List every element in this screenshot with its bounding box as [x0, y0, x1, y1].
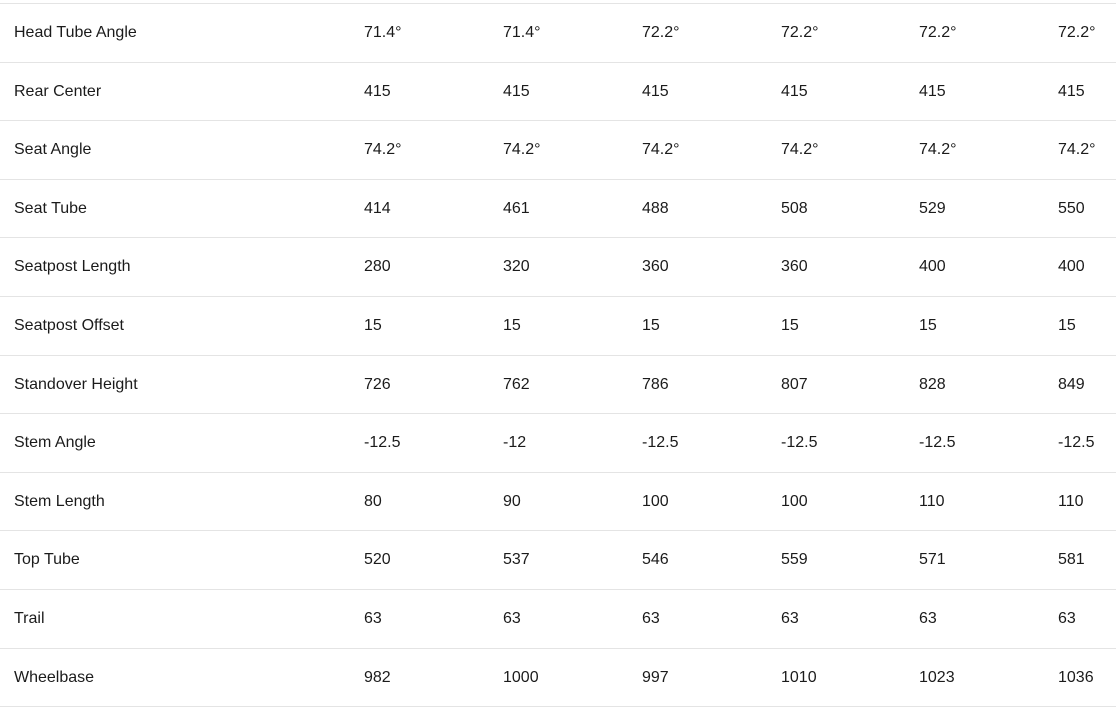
table-row: Seat Angle 74.2° 74.2° 74.2° 74.2° 74.2° 74.2° [0, 121, 1116, 180]
size-value: 15 [1058, 316, 1076, 334]
size-value: 71.4° [503, 24, 541, 41]
row-label: Seat Angle [14, 141, 92, 159]
size-value: 415 [1058, 82, 1085, 100]
size-value: 461 [503, 199, 530, 217]
row-label: Head Tube Angle [14, 24, 137, 41]
size-value: -12 [503, 434, 527, 452]
geometry-table: Head Tube Angle 71.4° 71.4° 72.2° 72.2° 72.2°… [0, 3, 1116, 708]
table-row: Trail 63 63 63 63 63 63 [0, 590, 1116, 649]
size-value: -12.5 [642, 434, 679, 452]
size-value: 72.2° [781, 24, 819, 41]
size-value: 400 [1058, 258, 1085, 276]
size-value: 1036 [1058, 668, 1094, 686]
size-value: 415 [919, 82, 946, 100]
size-value: 100 [781, 492, 808, 510]
table-row: Seatpost Offset 15 15 15 15 15 15 [0, 297, 1116, 356]
row-label: Top Tube [14, 551, 80, 569]
size-value: 100 [642, 492, 669, 510]
size-value: 400 [919, 258, 946, 276]
size-value: 80 [364, 492, 382, 510]
size-value: 488 [642, 199, 669, 217]
size-value: 414 [364, 199, 391, 217]
row-label: Wheelbase [14, 668, 95, 686]
size-value: 807 [781, 375, 808, 393]
size-value: 63 [781, 609, 799, 627]
size-value: 15 [781, 316, 799, 334]
row-label: Trail [14, 609, 45, 627]
table-row: Seat Tube 414 461 488 508 529 550 [0, 180, 1116, 239]
size-value: 415 [781, 82, 808, 100]
row-label: Stem Angle [14, 434, 96, 452]
size-value: 360 [781, 258, 808, 276]
size-value: 997 [642, 668, 669, 686]
size-value: 1000 [503, 668, 539, 686]
table-row: Rear Center 415 415 415 415 415 415 [0, 63, 1116, 122]
size-value: 571 [919, 551, 946, 569]
size-value: 72.2° [1058, 24, 1096, 41]
size-value: -12.5 [1058, 434, 1095, 452]
size-value: 74.2° [919, 141, 957, 159]
table-row: Stem Length 80 90 100 100 110 110 [0, 473, 1116, 532]
size-value: 110 [919, 492, 945, 510]
size-value: 71.4° [364, 24, 402, 41]
row-label: Seatpost Offset [14, 316, 124, 334]
row-label: Seat Tube [14, 199, 87, 217]
size-value: 72.2° [919, 24, 957, 41]
size-value: 786 [642, 375, 669, 393]
size-value: 520 [364, 551, 391, 569]
size-value: 1010 [781, 668, 817, 686]
row-label: Standover Height [14, 375, 138, 393]
size-value: 360 [642, 258, 669, 276]
table-row: Top Tube 520 537 546 559 571 581 [0, 531, 1116, 590]
size-value: 74.2° [1058, 141, 1096, 159]
size-value: 415 [503, 82, 530, 100]
size-value: 74.2° [642, 141, 680, 159]
size-value: 74.2° [503, 141, 541, 159]
size-value: 508 [781, 199, 808, 217]
row-label: Stem Length [14, 492, 105, 510]
size-value: 110 [1058, 492, 1084, 510]
size-value: 726 [364, 375, 391, 393]
table-row: Wheelbase 982 1000 997 1010 1023 1036 [0, 649, 1116, 708]
size-value: 828 [919, 375, 946, 393]
size-value: -12.5 [364, 434, 401, 452]
size-value: 90 [503, 492, 521, 510]
table-row: Standover Height 726 762 786 807 828 849 [0, 356, 1116, 415]
size-value: 537 [503, 551, 530, 569]
table-row: Stem Angle -12.5 -12 -12.5 -12.5 -12.5 -12.5 [0, 414, 1116, 473]
size-value: 280 [364, 258, 391, 276]
row-label: Rear Center [14, 82, 102, 100]
size-value: 982 [364, 668, 391, 686]
size-value: 559 [781, 551, 808, 569]
size-value: 1023 [919, 668, 955, 686]
size-value: 581 [1058, 551, 1085, 569]
size-value: 15 [503, 316, 521, 334]
size-value: 415 [642, 82, 669, 100]
size-value: 15 [642, 316, 660, 334]
size-value: 529 [919, 199, 946, 217]
table-row: Head Tube Angle 71.4° 71.4° 72.2° 72.2° 72.2°… [0, 4, 1116, 63]
size-value: -12.5 [919, 434, 956, 452]
size-value: 320 [503, 258, 530, 276]
size-value: 15 [919, 316, 937, 334]
row-label: Seatpost Length [14, 258, 131, 276]
size-value: 63 [642, 609, 660, 627]
size-value: 74.2° [364, 141, 402, 159]
size-value: 63 [364, 609, 382, 627]
size-value: 546 [642, 551, 669, 569]
size-value: 63 [1058, 609, 1076, 627]
size-value: 15 [364, 316, 382, 334]
size-value: 415 [364, 82, 391, 100]
table-row: Seatpost Length 280 320 360 360 400 400 [0, 238, 1116, 297]
size-value: 550 [1058, 199, 1085, 217]
size-value: 63 [919, 609, 937, 627]
size-value: -12.5 [781, 434, 818, 452]
size-value: 72.2° [642, 24, 680, 41]
size-value: 74.2° [781, 141, 819, 159]
size-value: 63 [503, 609, 521, 627]
size-value: 849 [1058, 375, 1085, 393]
size-value: 762 [503, 375, 530, 393]
